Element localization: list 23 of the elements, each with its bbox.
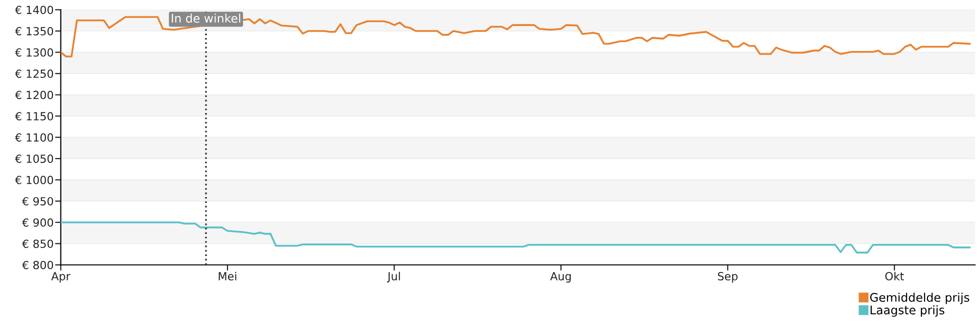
legend-label: Laagste prijs bbox=[870, 305, 944, 317]
ref-line-label: In de winkel bbox=[172, 14, 240, 23]
y-tick-label: € 1000 bbox=[14, 176, 54, 184]
x-tick-label: Jul bbox=[386, 272, 400, 282]
x-tick-label: Apr bbox=[51, 272, 70, 283]
y-tick-label: € 800 bbox=[22, 260, 54, 270]
y-tick-label: € 1400 bbox=[14, 6, 54, 14]
y-tick-label: € 1250 bbox=[14, 70, 54, 78]
x-tick-label: Mei bbox=[218, 272, 236, 280]
y-tick-label: € 1100 bbox=[14, 133, 54, 142]
x-tick-label: Sep bbox=[718, 272, 738, 283]
y-tick-label: € 1150 bbox=[14, 112, 54, 120]
y-tick-label: € 850 bbox=[22, 240, 54, 248]
y-tick-label: € 900 bbox=[22, 218, 54, 227]
line-series bbox=[60, 221, 971, 254]
x-tick-label: Aug bbox=[550, 272, 571, 283]
x-tick-label: Okt bbox=[885, 272, 904, 280]
y-tick-label: € 1350 bbox=[14, 26, 54, 36]
y-tick-label: € 950 bbox=[22, 197, 54, 206]
y-tick-label: € 1300 bbox=[14, 48, 54, 57]
y-tick-label: € 1200 bbox=[14, 90, 54, 100]
legend-label: Gemiddelde prijs bbox=[870, 292, 970, 304]
y-tick-label: € 1050 bbox=[14, 154, 54, 163]
